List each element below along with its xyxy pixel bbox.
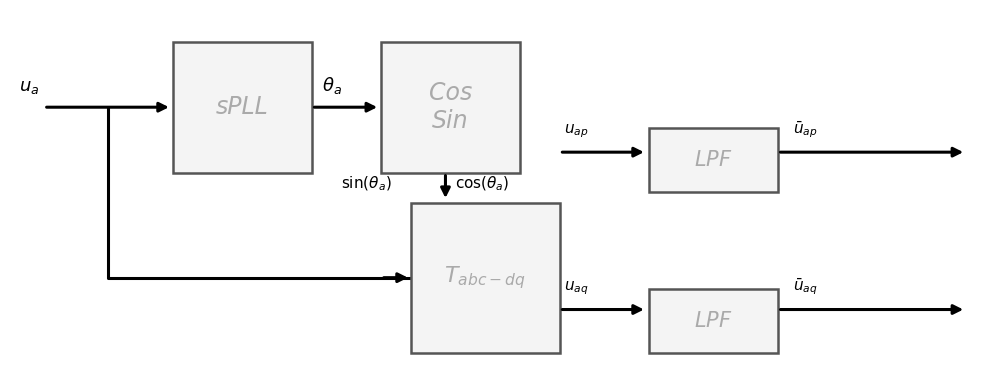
FancyBboxPatch shape [649,128,778,192]
Text: sPLL: sPLL [216,95,269,119]
Text: $\cos(\theta_a)$: $\cos(\theta_a)$ [455,175,510,193]
Text: $u_{ap}$: $u_{ap}$ [564,122,589,140]
Text: Cos
Sin: Cos Sin [429,81,472,133]
Text: $T_{abc-dq}$: $T_{abc-dq}$ [444,264,526,291]
Text: $\sin(\theta_a)$: $\sin(\theta_a)$ [341,175,392,193]
FancyBboxPatch shape [411,203,560,353]
Text: $u_{aq}$: $u_{aq}$ [564,280,589,297]
FancyBboxPatch shape [381,42,520,173]
FancyBboxPatch shape [649,289,778,353]
Text: $u_a$: $u_a$ [19,78,39,96]
Text: $\bar{u}_{aq}$: $\bar{u}_{aq}$ [793,277,817,297]
Text: $LPF$: $LPF$ [694,150,732,170]
Text: $\bar{u}_{ap}$: $\bar{u}_{ap}$ [793,119,817,140]
Text: $LPF$: $LPF$ [694,311,732,331]
FancyBboxPatch shape [173,42,312,173]
Text: $\theta_a$: $\theta_a$ [322,75,341,96]
